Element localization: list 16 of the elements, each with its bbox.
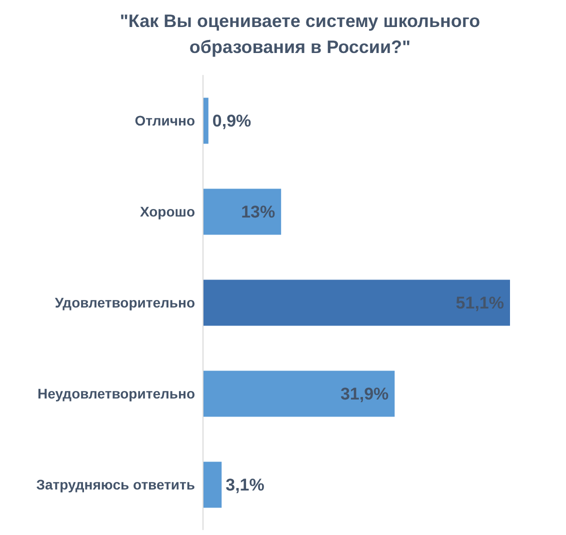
y-tick-label: Отлично xyxy=(134,112,195,128)
y-tick-label: Хорошо xyxy=(140,203,195,220)
bar xyxy=(203,188,282,235)
data-label: 31,9% xyxy=(340,384,389,404)
bar xyxy=(203,280,510,326)
bar xyxy=(203,370,395,417)
y-tick-label: Неудовлетворительно xyxy=(38,385,195,402)
bar xyxy=(203,98,208,144)
chart-title: "Как Вы оцениваете систему школьного образования в России?" xyxy=(118,10,482,59)
data-label: 0,9% xyxy=(212,112,252,131)
data-label: 13% xyxy=(241,202,276,222)
y-tick-label: Удовлетворительно xyxy=(54,294,195,310)
data-label: 3,1% xyxy=(226,476,264,495)
bar xyxy=(203,462,222,508)
data-label: 51,1% xyxy=(456,294,504,313)
y-tick-label: Затрудняюсь ответить xyxy=(36,476,196,492)
